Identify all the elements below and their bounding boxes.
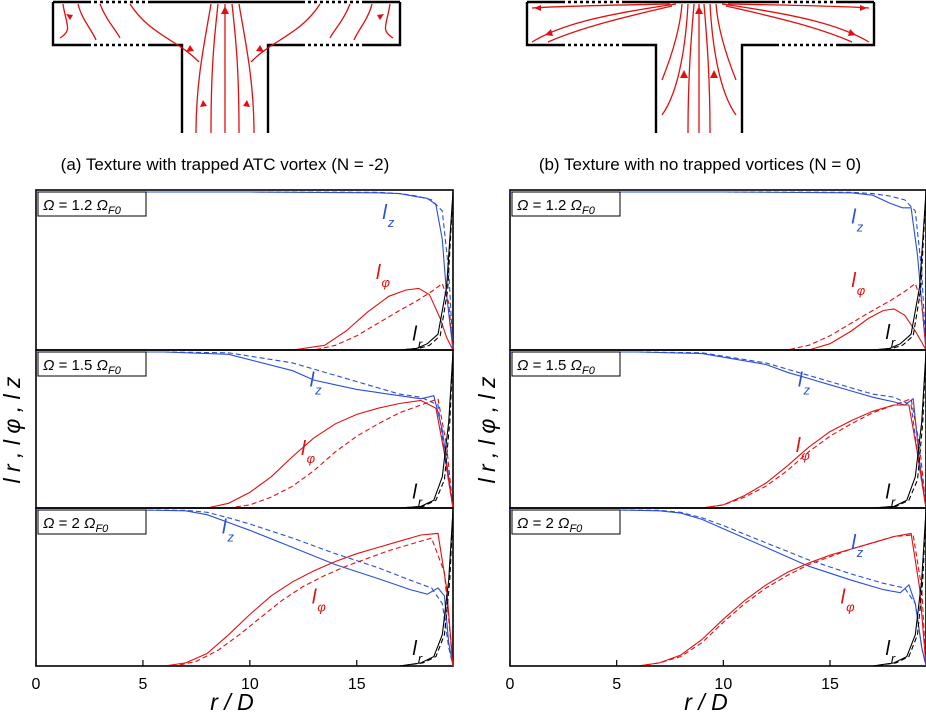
series-label-p: lφ — [796, 435, 810, 463]
omega-label-box — [511, 351, 621, 377]
omega-label-box — [511, 191, 621, 217]
series-label-r: lr — [885, 638, 895, 666]
x-tick-label: 0 — [32, 676, 41, 693]
omega-label: Ω = 1.2 ΩF0 — [43, 197, 122, 217]
series-line-p-dashed — [510, 398, 926, 509]
series-line-p-dashed — [510, 534, 926, 667]
x-tick-label: 10 — [241, 676, 259, 693]
series-label-z: lz — [851, 207, 863, 235]
series-line-p-solid — [36, 287, 454, 351]
series-line-z-dashed — [510, 351, 926, 509]
series-line-p-solid — [36, 532, 454, 667]
x-tick-label: 5 — [138, 676, 147, 693]
series-label-z: lz — [222, 516, 234, 544]
series-line-p-solid — [510, 532, 926, 667]
series-line-p-dashed — [36, 537, 454, 667]
schematic-a-walls — [51, 0, 402, 133]
panel-a-plots: lz lφ lr Ω = 1.2 ΩF0 lz lφ lr Ω = 1.5 ΩF0 lz lφ lr… — [32, 189, 454, 693]
x-tick-label: 5 — [612, 676, 621, 693]
series-label-p: lφ — [841, 587, 855, 615]
schematic-a — [51, 0, 402, 134]
series-line-p-solid — [36, 399, 454, 509]
schematic-b-arrowheads — [534, 5, 867, 78]
series-label-r: lr — [412, 482, 422, 510]
series-line-p-dashed — [510, 282, 926, 351]
series-line-p-dashed — [36, 398, 454, 509]
series-line-p-dashed — [36, 282, 454, 351]
omega-label-box — [37, 509, 147, 535]
series-label-r: lr — [885, 322, 895, 350]
subplot-b-2: lz lφ lr Ω = 1.5 ΩF0 — [509, 349, 926, 510]
series-line-p-solid — [510, 308, 926, 351]
omega-label-box — [511, 509, 621, 535]
series-line-z-dashed — [36, 509, 454, 667]
series-label-z: lz — [382, 202, 394, 230]
series-line-z-dashed — [36, 191, 454, 351]
series-label-p: lφ — [851, 270, 865, 298]
subplot-a-2: lz lφ lr Ω = 1.5 ΩF0 — [35, 349, 454, 510]
series-label-r: lr — [412, 638, 422, 666]
y-axis-title-a: l r , l φ , l z — [0, 376, 25, 484]
omega-label: Ω = 2 ΩF0 — [43, 515, 109, 535]
schematic-b — [525, 0, 876, 134]
series-label-z: lz — [310, 369, 322, 397]
series-line-p-solid — [510, 404, 926, 509]
x-axis-title-b: r / D — [684, 689, 727, 714]
omega-label: Ω = 1.5 ΩF0 — [43, 357, 122, 377]
series-label-p: lφ — [376, 262, 390, 290]
caption-panel-a: (a) Texture with trapped ATC vortex (N =… — [61, 155, 390, 174]
x-axis-title-a: r / D — [210, 689, 253, 714]
omega-label-box — [37, 351, 147, 377]
omega-label-box — [37, 191, 147, 217]
series-label-r: lr — [885, 482, 895, 510]
omega-label: Ω = 1.2 ΩF0 — [517, 197, 596, 217]
omega-label: Ω = 1.5 ΩF0 — [517, 357, 596, 377]
series-line-z-dashed — [510, 509, 926, 667]
series-label-p: lφ — [312, 587, 326, 615]
schematic-b-walls — [525, 0, 876, 133]
series-line-z-dashed — [510, 191, 926, 351]
subplot-a-3: lz lφ lr Ω = 2 ΩF0 — [35, 507, 454, 667]
x-tick-label: 15 — [348, 676, 366, 693]
series-line-z-dashed — [36, 351, 454, 509]
schematic-a-flow-lines — [59, 3, 394, 134]
series-label-z: lz — [798, 369, 810, 397]
omega-label: Ω = 2 ΩF0 — [517, 515, 583, 535]
series-label-r: lr — [412, 324, 422, 352]
series-line-z-solid — [510, 509, 926, 667]
caption-panel-b: (b) Texture with no trapped vortices (N … — [539, 155, 861, 174]
series-line-r-dashed — [510, 509, 926, 667]
schematic-a-arrowheads — [66, 6, 384, 107]
series-line-z-solid — [36, 509, 454, 667]
series-line-r-dashed — [36, 509, 454, 667]
x-tick-label: 0 — [506, 676, 515, 693]
x-tick-label: 15 — [821, 676, 839, 693]
subplot-a-1: lz lφ lr Ω = 1.2 ΩF0 — [35, 189, 454, 352]
x-tick-label: 10 — [714, 676, 732, 693]
subplot-b-3: lz lφ lr Ω = 2 ΩF0 — [509, 507, 926, 667]
y-axis-title-b: l r , l φ , l z — [474, 376, 500, 484]
schematic-b-flow-lines — [531, 3, 870, 134]
series-label-p: lφ — [301, 438, 315, 466]
series-label-z: lz — [851, 532, 863, 560]
